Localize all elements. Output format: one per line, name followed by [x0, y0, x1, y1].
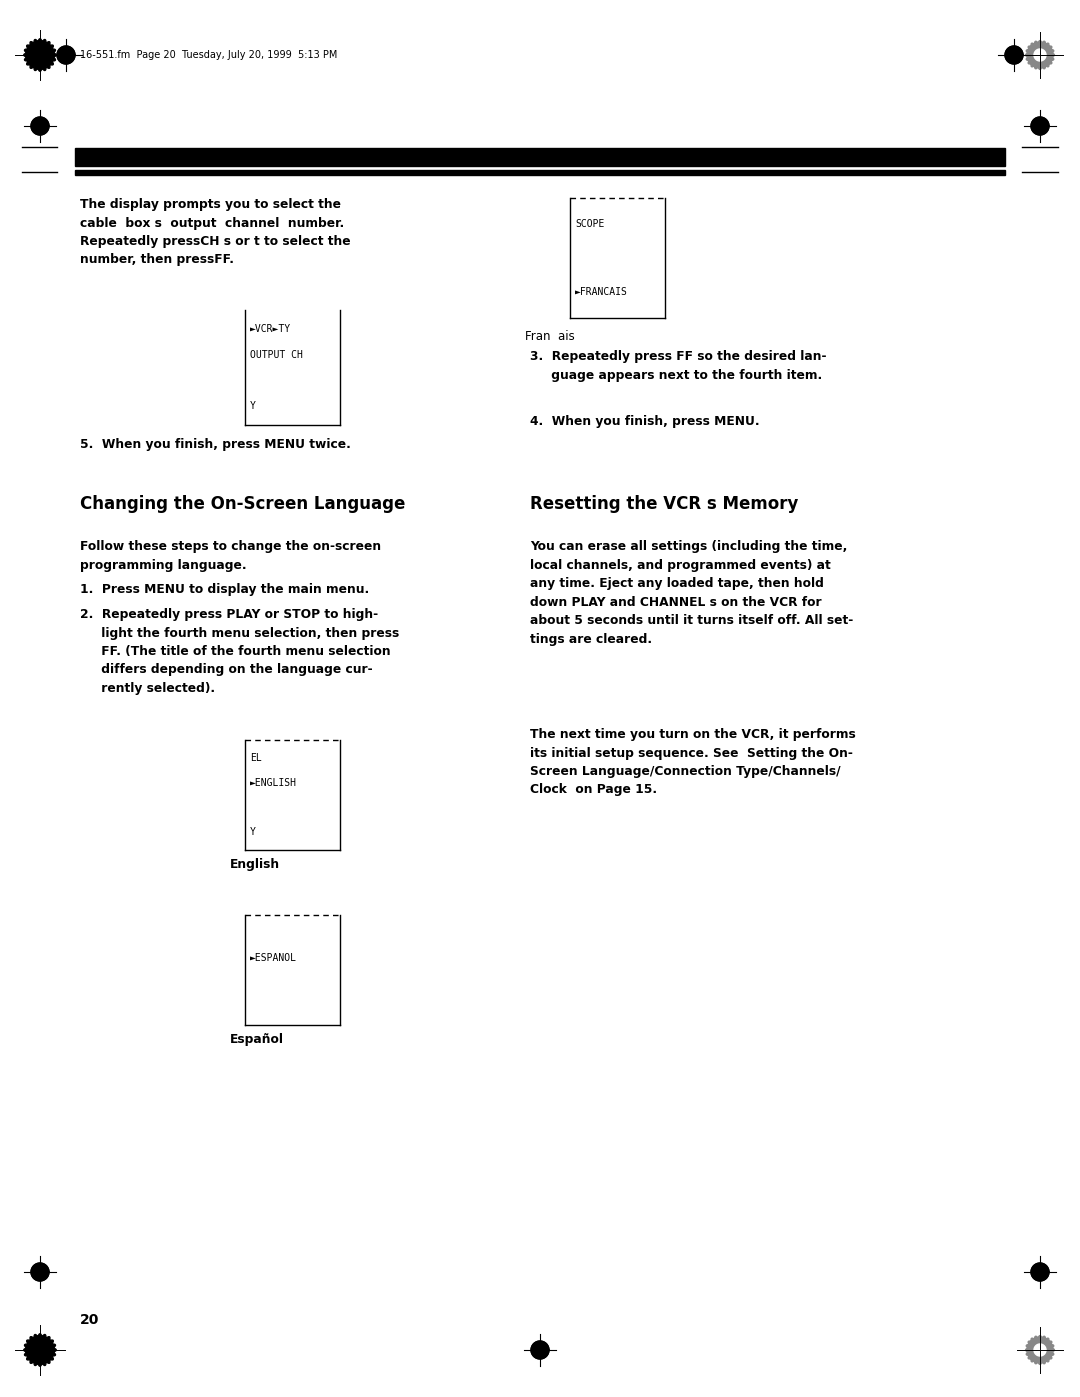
Text: ►ESPANOL: ►ESPANOL	[249, 953, 297, 963]
Text: 2.  Repeatedly press PLAY or STOP to high-
     light the fourth menu selection,: 2. Repeatedly press PLAY or STOP to high…	[80, 608, 400, 694]
Bar	[75, 170, 1005, 175]
Text: Y: Y	[249, 827, 256, 837]
Polygon shape	[1031, 1263, 1049, 1281]
Text: The next time you turn on the VCR, it performs
its initial setup sequence. See  : The next time you turn on the VCR, it pe…	[530, 728, 855, 796]
Polygon shape	[24, 1334, 56, 1366]
Text: OUTPUT CH: OUTPUT CH	[249, 349, 302, 359]
Text: Español: Español	[230, 1032, 284, 1046]
Text: Fran  ais: Fran ais	[525, 330, 575, 344]
Polygon shape	[57, 46, 75, 64]
Polygon shape	[24, 39, 56, 71]
Text: English: English	[230, 858, 280, 870]
Polygon shape	[1026, 1336, 1054, 1365]
Text: 4.  When you finish, press MENU.: 4. When you finish, press MENU.	[530, 415, 759, 427]
Text: Resetting the VCR s Memory: Resetting the VCR s Memory	[530, 495, 798, 513]
Text: ►VCR►TY: ►VCR►TY	[249, 324, 292, 334]
Polygon shape	[1026, 41, 1054, 70]
Text: 5.  When you finish, press MENU twice.: 5. When you finish, press MENU twice.	[80, 439, 351, 451]
Text: Follow these steps to change the on-screen
programming language.: Follow these steps to change the on-scre…	[80, 541, 381, 571]
Polygon shape	[1034, 1344, 1047, 1356]
Text: 16-551.fm  Page 20  Tuesday, July 20, 1999  5:13 PM: 16-551.fm Page 20 Tuesday, July 20, 1999…	[80, 50, 337, 60]
Text: ►FRANCAIS: ►FRANCAIS	[575, 288, 627, 298]
Text: Changing the On-Screen Language: Changing the On-Screen Language	[80, 495, 405, 513]
Text: 20: 20	[80, 1313, 99, 1327]
Text: 1.  Press MENU to display the main menu.: 1. Press MENU to display the main menu.	[80, 583, 369, 597]
Polygon shape	[1005, 46, 1023, 64]
Text: EL: EL	[249, 753, 261, 763]
Text: SCOPE: SCOPE	[575, 219, 605, 229]
Polygon shape	[1034, 49, 1047, 61]
Polygon shape	[31, 1263, 49, 1281]
Text: ►ENGLISH: ►ENGLISH	[249, 778, 297, 788]
Text: Y: Y	[249, 401, 256, 411]
Text: You can erase all settings (including the time,
local channels, and programmed e: You can erase all settings (including th…	[530, 541, 853, 645]
Text: The display prompts you to select the
cable  box s  output  channel  number.
Rep: The display prompts you to select the ca…	[80, 198, 351, 267]
Polygon shape	[31, 117, 49, 136]
Polygon shape	[1031, 117, 1049, 136]
Polygon shape	[531, 1341, 549, 1359]
Text: 3.  Repeatedly press FF so the desired lan-
     guage appears next to the fourt: 3. Repeatedly press FF so the desired la…	[530, 351, 826, 381]
Bar	[75, 148, 1005, 166]
